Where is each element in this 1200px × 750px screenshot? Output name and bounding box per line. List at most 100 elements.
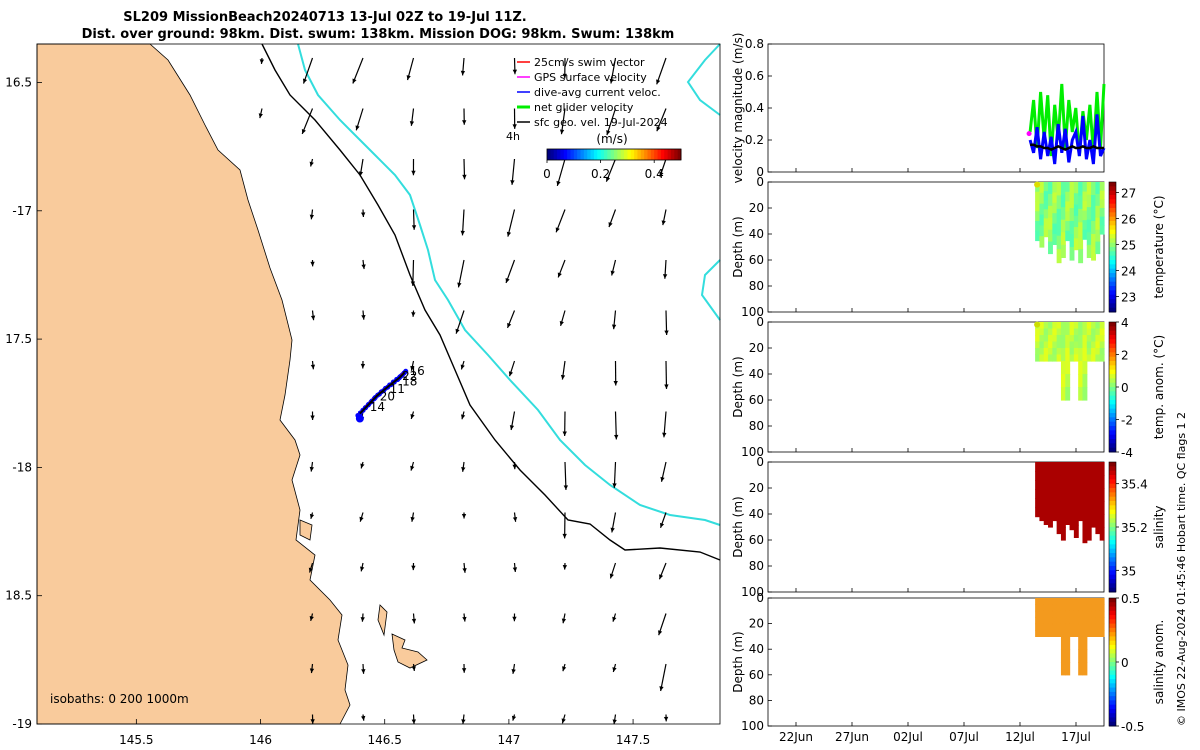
colorbar-cell [1109, 417, 1116, 423]
colorbar-tick-label: 23 [1121, 290, 1136, 304]
geo-velocity-arrow [562, 562, 568, 570]
profile-cell [1043, 617, 1049, 625]
colorbar-tick-label: -0.5 [1121, 720, 1144, 734]
profile-cell [1095, 617, 1101, 625]
panel-y-tick-label: 80 [749, 693, 764, 707]
geo-velocity-arrow [409, 108, 415, 126]
colorbar-cell [1109, 479, 1116, 485]
profile-cell [1099, 341, 1105, 349]
profile-cell [1035, 341, 1041, 349]
profile-cell [1052, 328, 1058, 336]
profile-cell [1035, 335, 1041, 343]
profile-cell [1043, 610, 1049, 618]
profile-cell [1048, 354, 1053, 362]
time-tick-label: 12Jul [1005, 730, 1035, 744]
geo-velocity-arrow [512, 108, 517, 129]
profile-cell [1069, 221, 1075, 235]
track-day-label: 11 [390, 382, 405, 396]
colorbar-cell [1109, 395, 1116, 401]
isobath-200m [297, 43, 721, 526]
profile-cell [1048, 516, 1053, 528]
profile-cell [1052, 213, 1058, 225]
panel-colorbar: 27 26 25 24 23 temperature (°C) [1108, 181, 1166, 313]
track-day-label: 22 [402, 369, 417, 383]
profile-cell [1091, 208, 1096, 222]
profile-cell [1035, 191, 1041, 203]
colorbar-label: temperature (°C) [1152, 196, 1166, 299]
profile-cell [1035, 617, 1041, 625]
profile-cell [1073, 215, 1079, 228]
profile-cell [1073, 238, 1079, 251]
profile-cell [1069, 518, 1075, 531]
profile-cell [1069, 598, 1075, 605]
panel-y-tick-label: 20 [749, 201, 764, 215]
colorbar-cell [1109, 400, 1116, 405]
profile-cell [1073, 630, 1079, 637]
profile-cell [1065, 610, 1071, 625]
profile-cell [1052, 501, 1058, 512]
geo-velocity-arrow [659, 158, 667, 177]
profile-cell [1048, 193, 1053, 207]
profile-cell [1073, 328, 1079, 336]
colorbar-cell [1109, 657, 1116, 663]
profile-cell [1078, 491, 1084, 502]
profile-cell [1082, 220, 1088, 231]
track-start-marker [355, 414, 364, 423]
profile-cell [1078, 249, 1084, 264]
profile-cell [1052, 471, 1058, 483]
profile-cell [1056, 322, 1062, 330]
profile-cell [1069, 507, 1075, 519]
profile-cell [1069, 341, 1075, 349]
profile-cell [1086, 462, 1092, 476]
colorbar-cell [674, 149, 679, 160]
colorbar-cell [620, 149, 625, 160]
velocity-series-line [1028, 114, 1106, 165]
colorbar-tick-label: 2 [1121, 349, 1129, 363]
profile-cell [1065, 462, 1071, 473]
geo-velocity-arrow [361, 714, 366, 721]
colorbar-cell [1109, 387, 1116, 392]
profile-cell [1060, 361, 1066, 375]
colorbar-tick-label: 35.2 [1121, 521, 1148, 535]
profile-cell [1065, 348, 1071, 362]
colorbar-label: salinity anom. [1152, 620, 1166, 705]
profile-cell [1043, 200, 1049, 210]
geo-velocity-arrow [309, 663, 315, 674]
colorbar-cell [640, 149, 645, 160]
colorbar-cell [1109, 260, 1116, 265]
geo-velocity-arrow [358, 158, 364, 177]
profile-cell [1048, 229, 1053, 243]
profile-cell [1035, 480, 1041, 490]
colorbar-cell [1109, 570, 1116, 576]
profile-cell [1086, 604, 1092, 612]
profile-cell [1091, 472, 1096, 485]
colorbar-cell [1109, 408, 1116, 414]
track-day-label: 20 [380, 390, 395, 404]
profile-cell [1078, 361, 1084, 375]
profile-cell [1069, 495, 1075, 508]
profile-cell [1056, 335, 1062, 343]
panel-colorbar: 4 2 0 -2 -4 temp. anom. (°C) [1108, 316, 1166, 460]
geo-velocity-arrow [359, 512, 364, 522]
profile-cell [1035, 610, 1041, 618]
colorbar-cell [1109, 496, 1116, 502]
profile-cell [1056, 497, 1062, 511]
colorbar-cell [1109, 299, 1116, 304]
colorbar-tick-label: -2 [1121, 414, 1133, 428]
profile-cell [1091, 322, 1096, 330]
time-tick-label: 17Jul [1061, 730, 1091, 744]
colorbar-cell [1109, 212, 1116, 218]
profile-cell [1095, 462, 1101, 475]
profile-cell [1078, 501, 1084, 512]
profile-cell [1069, 604, 1075, 612]
colorbar-cell [1109, 583, 1116, 589]
map-colorbar-tick: 0.2 [591, 167, 610, 181]
geo-velocity-arrow [512, 613, 517, 622]
profile-cell [1095, 341, 1101, 349]
profile-cell [1056, 354, 1062, 362]
profile-cell [1065, 201, 1071, 212]
profile-cell [1065, 322, 1071, 336]
colorbar-cell [1109, 602, 1116, 608]
panel-y-tick-label: 40 [749, 367, 764, 381]
colorbar-cell [1109, 361, 1116, 366]
